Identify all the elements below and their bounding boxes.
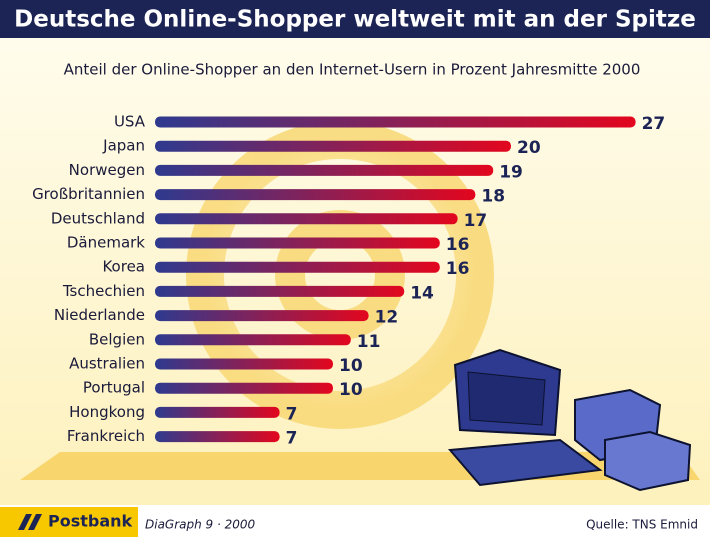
bar (155, 189, 476, 201)
chart-title: Deutsche Online-Shopper weltweit mit an … (14, 7, 696, 33)
bar (155, 237, 440, 249)
value-label: 14 (410, 283, 434, 303)
category-label: Tschechien (62, 282, 145, 300)
category-label: Dänemark (67, 234, 145, 252)
bar (155, 261, 440, 273)
brand: Postbank (48, 512, 133, 531)
category-label: Japan (102, 137, 145, 155)
chart-subtitle: Anteil der Online-Shopper an den Interne… (64, 61, 641, 79)
credit: DiaGraph 9 · 2000 (145, 518, 256, 532)
at-decoration (186, 121, 494, 429)
bar (155, 116, 636, 128)
source: Quelle: TNS Emnid (586, 518, 698, 532)
value-label: 17 (464, 211, 488, 231)
brand-logo (18, 514, 42, 530)
bar (155, 406, 280, 418)
bar (155, 140, 511, 152)
value-label: 19 (499, 162, 523, 182)
category-label: Hongkong (69, 403, 145, 421)
category-label: Deutschland (51, 209, 145, 227)
bar (155, 164, 494, 176)
bar (155, 213, 458, 225)
value-label: 27 (642, 114, 666, 134)
bar (155, 431, 280, 443)
value-label: 10 (339, 356, 363, 376)
category-label: Portugal (83, 379, 145, 397)
value-label: 20 (517, 138, 541, 158)
value-label: 11 (357, 332, 381, 352)
value-label: 18 (481, 187, 505, 207)
value-label: 10 (339, 380, 363, 400)
category-label: USA (114, 113, 146, 131)
category-label: Korea (102, 258, 145, 276)
value-label: 16 (446, 235, 470, 255)
bar (155, 382, 333, 394)
bar (155, 310, 369, 322)
category-label: Großbritannien (32, 185, 145, 203)
category-label: Frankreich (67, 427, 145, 445)
bar (155, 358, 333, 370)
computer-illustration (447, 348, 692, 492)
title-band (0, 0, 710, 38)
value-label: 7 (286, 404, 298, 424)
category-label: Niederlande (54, 306, 145, 324)
bar (155, 334, 351, 346)
bar (155, 285, 405, 297)
value-label: 12 (375, 308, 399, 328)
category-label: Belgien (89, 330, 145, 348)
value-label: 7 (286, 429, 298, 449)
value-label: 16 (446, 259, 470, 279)
category-label: Australien (69, 355, 145, 373)
category-label: Norwegen (69, 161, 145, 179)
